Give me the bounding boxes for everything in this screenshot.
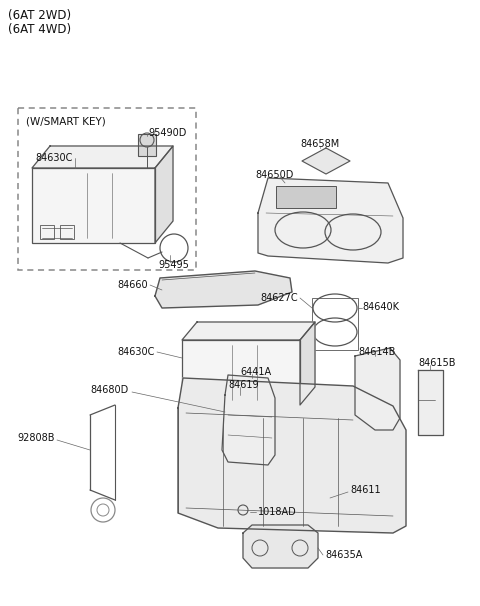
Bar [182, 340, 300, 405]
Bar [138, 134, 156, 156]
Bar [32, 168, 155, 243]
Text: 84660: 84660 [118, 280, 148, 290]
Text: 84615B: 84615B [418, 358, 456, 368]
Bar [207, 387, 221, 401]
Text: 1018AD: 1018AD [258, 507, 297, 517]
Polygon shape [418, 370, 443, 435]
Text: 84619: 84619 [228, 380, 259, 390]
Text: 84658M: 84658M [300, 139, 339, 149]
Polygon shape [302, 148, 350, 174]
Bar [40, 225, 54, 239]
Text: 84630C: 84630C [118, 347, 155, 357]
Text: 84614B: 84614B [358, 347, 396, 357]
Polygon shape [222, 375, 275, 465]
Text: 84640K: 84640K [362, 302, 399, 312]
Polygon shape [182, 322, 315, 340]
Text: 84635A: 84635A [325, 550, 362, 560]
Bar [60, 225, 74, 239]
Text: 6441A: 6441A [240, 367, 271, 377]
Text: (6AT 4WD): (6AT 4WD) [8, 24, 71, 36]
Bar [18, 108, 196, 270]
Text: 84650D: 84650D [255, 170, 293, 180]
Text: (6AT 2WD): (6AT 2WD) [8, 10, 71, 22]
Text: 84630C: 84630C [35, 153, 72, 163]
Text: 84680D: 84680D [90, 385, 128, 395]
Polygon shape [178, 378, 406, 533]
Text: 92808B: 92808B [17, 433, 55, 443]
Text: 84627C: 84627C [260, 293, 298, 303]
Polygon shape [300, 322, 315, 405]
Polygon shape [32, 146, 173, 168]
Polygon shape [258, 178, 403, 263]
Bar [187, 387, 201, 401]
Polygon shape [155, 146, 173, 243]
Polygon shape [155, 271, 292, 308]
Text: 84611: 84611 [350, 485, 381, 495]
Polygon shape [355, 348, 400, 430]
Text: 95490D: 95490D [148, 128, 186, 138]
Text: (W/SMART KEY): (W/SMART KEY) [26, 117, 106, 127]
Polygon shape [243, 525, 318, 568]
Text: 95495: 95495 [158, 260, 189, 270]
Bar [312, 298, 358, 350]
Bar [276, 186, 336, 208]
